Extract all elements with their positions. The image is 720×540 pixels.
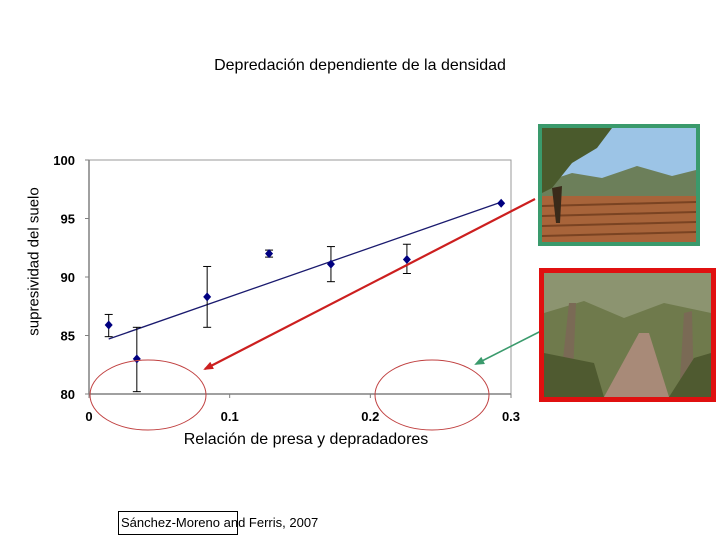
vineyard-image xyxy=(542,128,696,242)
vineyard-photo xyxy=(538,124,700,246)
x-tick-label: 0.2 xyxy=(361,409,379,424)
y-tick-label: 90 xyxy=(61,270,75,285)
x-axis-label: Relación de presa y depradadores xyxy=(183,431,429,448)
x-tick-label: 0 xyxy=(85,409,92,424)
y-tick-label: 80 xyxy=(61,387,75,402)
data-point xyxy=(104,320,113,330)
left-highlight-ellipse xyxy=(89,359,207,431)
data-point xyxy=(203,292,212,302)
y-tick-label: 85 xyxy=(61,329,75,344)
x-tick-label: 0.1 xyxy=(221,409,239,424)
right-highlight-ellipse xyxy=(374,359,490,431)
citation-box: Sánchez-Moreno and Ferris, 2007 xyxy=(118,511,318,535)
green-arrow xyxy=(474,326,550,365)
y-tick-label: 100 xyxy=(53,153,75,168)
data-point xyxy=(326,259,335,269)
woodland-image xyxy=(544,273,711,397)
data-point xyxy=(402,254,411,264)
data-point xyxy=(497,198,506,208)
y-axis-label: supresividad del suelo xyxy=(25,187,43,336)
red-arrow xyxy=(203,198,536,370)
plot-area xyxy=(88,159,512,395)
data-point xyxy=(265,249,274,259)
y-tick-label: 95 xyxy=(61,212,75,227)
slide-title: Depredación dependiente de la densidad xyxy=(214,57,506,74)
trendline xyxy=(108,201,502,340)
x-tick-label: 0.3 xyxy=(502,409,520,424)
woodland-photo xyxy=(539,268,716,402)
